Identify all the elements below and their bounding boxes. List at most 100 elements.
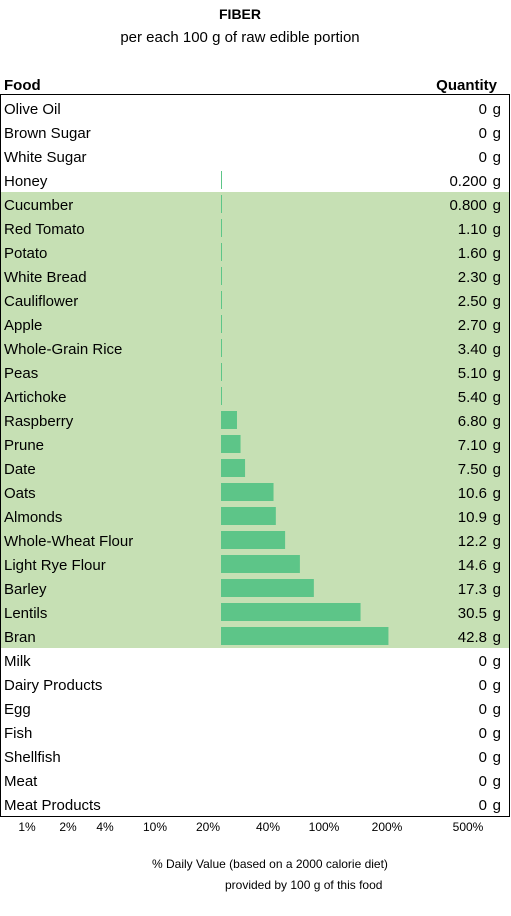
- bar: [221, 627, 389, 645]
- bar: [221, 171, 222, 189]
- category-label: Raspberry: [4, 413, 74, 430]
- unit-label: g: [493, 701, 501, 718]
- unit-label: g: [493, 293, 501, 310]
- category-label: White Bread: [4, 269, 87, 286]
- unit-label: g: [493, 341, 501, 358]
- bar: [221, 411, 237, 429]
- x-tick-label: 4%: [96, 820, 114, 834]
- x-tick-label: 1%: [18, 820, 36, 834]
- bar: [221, 195, 222, 213]
- bar: [221, 507, 276, 525]
- value-label: 0: [479, 101, 487, 118]
- unit-label: g: [493, 365, 501, 382]
- x-tick-label: 500%: [453, 820, 484, 834]
- value-label: 12.2: [458, 533, 487, 550]
- category-label: Light Rye Flour: [4, 557, 106, 574]
- bar: [221, 267, 222, 285]
- unit-label: g: [493, 509, 501, 526]
- category-label: Brown Sugar: [4, 125, 91, 142]
- category-label: Shellfish: [4, 749, 61, 766]
- category-label: Cucumber: [4, 197, 73, 214]
- value-label: 0.800: [449, 197, 487, 214]
- unit-label: g: [493, 629, 501, 646]
- category-label: Cauliflower: [4, 293, 78, 310]
- category-label: Lentils: [4, 605, 47, 622]
- value-label: 0.200: [449, 173, 487, 190]
- category-label: White Sugar: [4, 149, 87, 166]
- unit-label: g: [493, 389, 501, 406]
- chart-subtitle: per each 100 g of raw edible portion: [120, 29, 360, 46]
- value-label: 14.6: [458, 557, 487, 574]
- x-tick-label: 200%: [372, 820, 403, 834]
- unit-label: g: [493, 125, 501, 142]
- unit-label: g: [493, 773, 501, 790]
- bar: [221, 459, 246, 477]
- unit-label: g: [493, 461, 501, 478]
- chart-title: FIBER: [219, 6, 261, 22]
- unit-label: g: [493, 173, 501, 190]
- category-label: Olive Oil: [4, 101, 61, 118]
- table-border: [0, 94, 510, 817]
- value-label: 10.6: [458, 485, 487, 502]
- value-label: 0: [479, 725, 487, 742]
- unit-label: g: [493, 269, 501, 286]
- category-label: Meat Products: [4, 797, 101, 814]
- unit-label: g: [493, 797, 501, 814]
- bar: [221, 243, 222, 261]
- unit-label: g: [493, 149, 501, 166]
- category-label: Oats: [4, 485, 36, 502]
- category-label: Dairy Products: [4, 677, 102, 694]
- x-tick-label: 20%: [196, 820, 220, 834]
- unit-label: g: [493, 581, 501, 598]
- value-label: 2.50: [458, 293, 487, 310]
- category-label: Almonds: [4, 509, 62, 526]
- value-label: 0: [479, 653, 487, 670]
- unit-label: g: [493, 557, 501, 574]
- category-label: Whole-Wheat Flour: [4, 533, 133, 550]
- value-label: 42.8: [458, 629, 487, 646]
- bar: [221, 555, 300, 573]
- unit-label: g: [493, 437, 501, 454]
- value-label: 5.40: [458, 389, 487, 406]
- value-label: 30.5: [458, 605, 487, 622]
- unit-label: g: [493, 101, 501, 118]
- value-label: 0: [479, 797, 487, 814]
- unit-label: g: [493, 677, 501, 694]
- value-label: 10.9: [458, 509, 487, 526]
- category-label: Meat: [4, 773, 38, 790]
- value-label: 6.80: [458, 413, 487, 430]
- value-label: 0: [479, 773, 487, 790]
- category-label: Date: [4, 461, 36, 478]
- unit-label: g: [493, 605, 501, 622]
- value-label: 1.60: [458, 245, 487, 262]
- value-label: 7.50: [458, 461, 487, 478]
- category-label: Barley: [4, 581, 47, 598]
- bar: [221, 603, 361, 621]
- unit-label: g: [493, 413, 501, 430]
- category-label: Egg: [4, 701, 31, 718]
- bar: [221, 483, 274, 501]
- x-tick-label: 10%: [143, 820, 167, 834]
- bar: [221, 315, 222, 333]
- value-label: 0: [479, 749, 487, 766]
- unit-label: g: [493, 221, 501, 238]
- category-label: Apple: [4, 317, 42, 334]
- x-tick-label: 2%: [59, 820, 77, 834]
- value-label: 5.10: [458, 365, 487, 382]
- value-label: 0: [479, 149, 487, 166]
- unit-label: g: [493, 749, 501, 766]
- category-label: Peas: [4, 365, 38, 382]
- value-label: 0: [479, 701, 487, 718]
- category-label: Fish: [4, 725, 32, 742]
- category-label: Red Tomato: [4, 221, 85, 238]
- unit-label: g: [493, 485, 501, 502]
- unit-label: g: [493, 245, 501, 262]
- bar: [221, 219, 222, 237]
- column-header-quantity: Quantity: [436, 77, 497, 94]
- value-label: 1.10: [458, 221, 487, 238]
- unit-label: g: [493, 533, 501, 550]
- unit-label: g: [493, 197, 501, 214]
- value-label: 0: [479, 125, 487, 142]
- value-label: 17.3: [458, 581, 487, 598]
- value-label: 2.30: [458, 269, 487, 286]
